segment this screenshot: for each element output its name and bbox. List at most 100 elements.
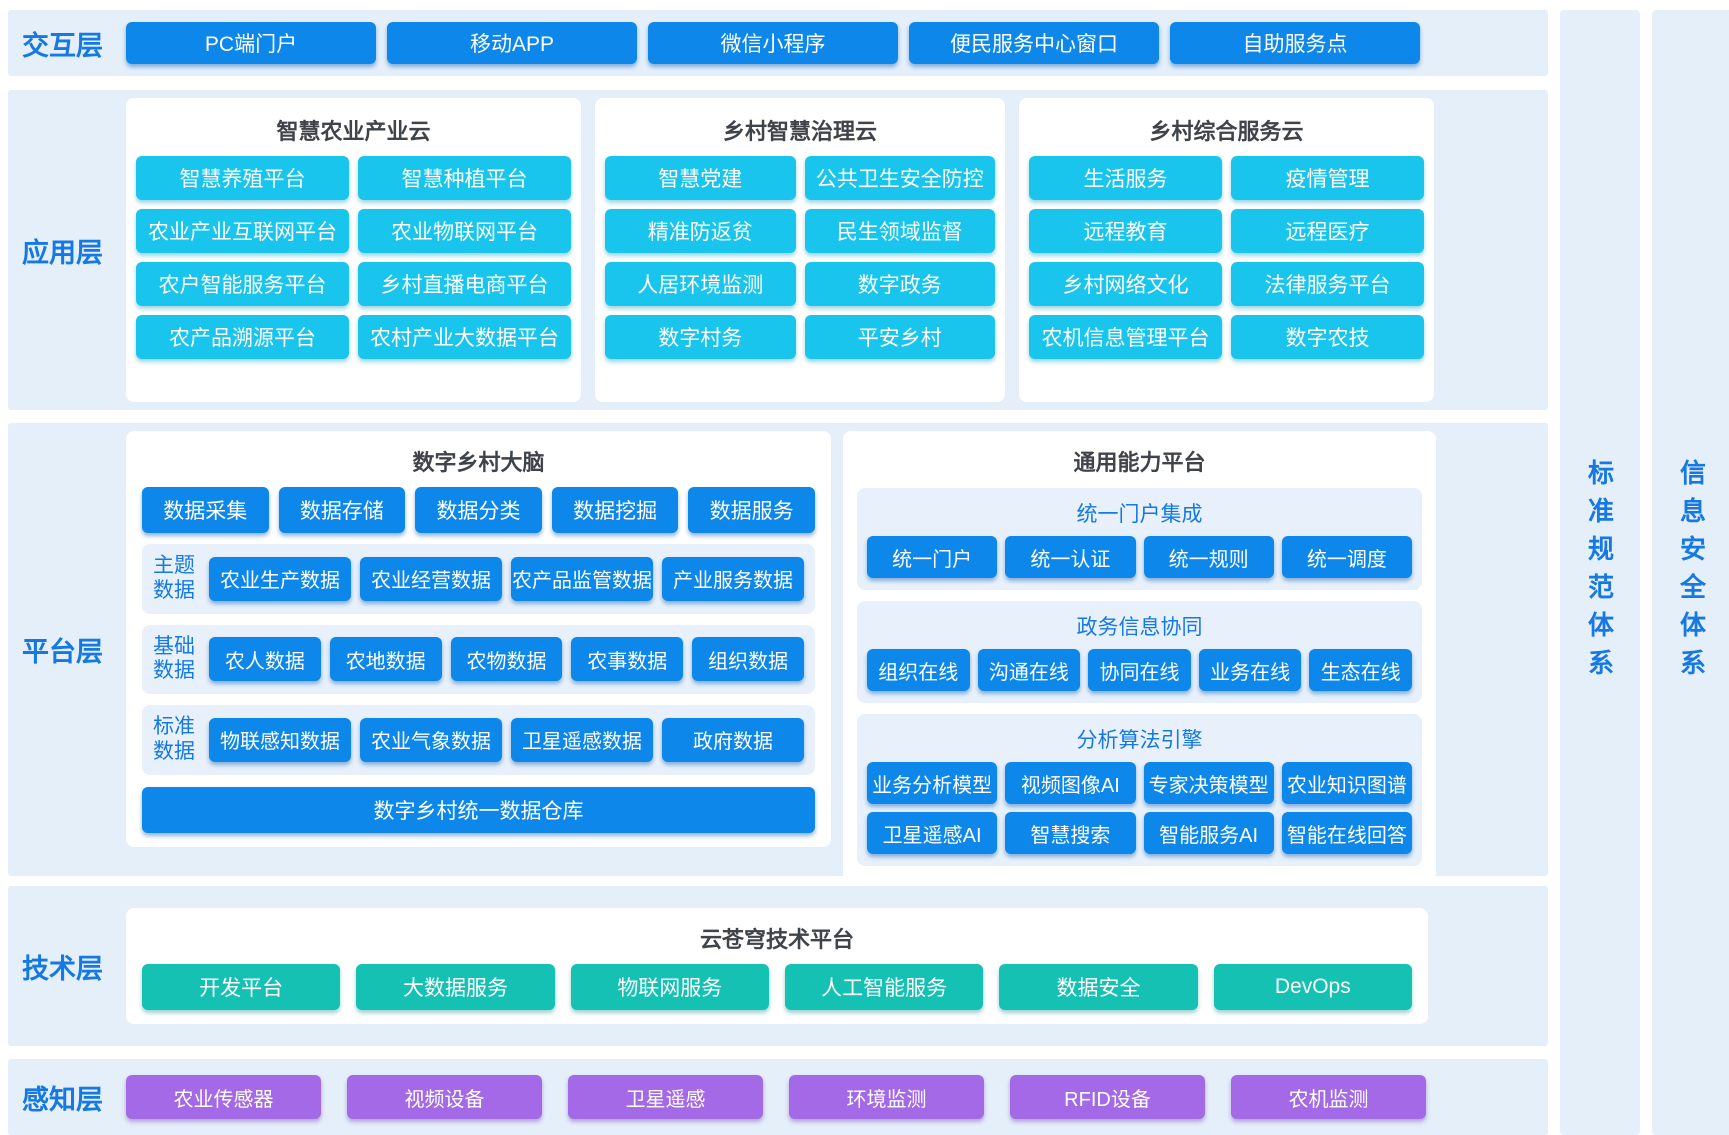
diagram-main-column: 交互层 PC端门户 移动APP 微信小程序 便民服务中心窗口 自助服务点 应用层 智慧农… <box>8 10 1548 1135</box>
capability-node: 视频图像AI <box>1005 762 1136 804</box>
capability-group-items: 业务分析模型 视频图像AI 专家决策模型 农业知识图谱 卫星遥感AI 智慧搜索 智能服务AI… <box>867 762 1412 854</box>
data-group-label: 主题数据 <box>153 554 195 602</box>
cloud-module-grid: 智慧养殖平台 智慧种植平台 农业产业互联网平台 农业物联网平台 农户智能服务平台 乡村直播… <box>136 156 571 359</box>
interaction-channel-node: PC端门户 <box>126 22 376 64</box>
theme-data-node: 产业服务数据 <box>662 556 804 601</box>
capability-group-heading: 政务信息协同 <box>1076 616 1203 639</box>
layer-platform: 平台层 数字乡村大脑 数据采集 数据存储 数据分类 数据挖掘 数据服务 主题数据 农业生… <box>8 423 1548 880</box>
app-module-node: 农产品溯源平台 <box>136 315 349 359</box>
architecture-diagram: 交互层 PC端门户 移动APP 微信小程序 便民服务中心窗口 自助服务点 应用层 智慧农… <box>8 10 1729 1135</box>
tech-service-node: 人工智能服务 <box>784 964 984 1010</box>
data-process-list: 数据采集 数据存储 数据分类 数据挖掘 数据服务 <box>142 487 815 533</box>
perception-device-node: 卫星遥感 <box>568 1075 763 1119</box>
standard-data-node: 卫星遥感数据 <box>511 717 653 762</box>
capability-node: 沟通在线 <box>977 649 1081 691</box>
capability-group-portal-integration: 统一门户集成 统一门户 统一认证 统一规则 统一调度 <box>857 488 1422 590</box>
theme-data-node: 农产品监管数据 <box>511 556 653 601</box>
capability-group-items: 组织在线 沟通在线 协同在线 业务在线 生态在线 <box>867 649 1412 691</box>
tech-service-node: 开发平台 <box>142 964 341 1010</box>
app-module-node: 农业物联网平台 <box>358 209 571 253</box>
sidebar-standards-label: 标准规范体系 <box>1584 458 1615 687</box>
cloud-module-grid: 生活服务 疫情管理 远程教育 远程医疗 乡村网络文化 法律服务平台 农机信息管理平台 数字农技 <box>1029 156 1424 359</box>
capability-node: 统一调度 <box>1281 536 1412 578</box>
app-module-node: 数字政务 <box>804 262 995 306</box>
app-module-node: 人居环境监测 <box>605 262 796 306</box>
layer-label-technology: 技术层 <box>22 953 103 984</box>
capability-node: 组织在线 <box>867 649 970 691</box>
data-group-theme: 主题数据 农业生产数据 农业经营数据 农产品监管数据 产业服务数据 <box>142 544 815 614</box>
perception-device-list: 农业传感器 视频设备 卫星遥感 环境监测 RFID设备 农机监测 <box>126 1075 1426 1119</box>
tech-service-node: 数据安全 <box>999 964 1198 1010</box>
app-module-node: 数字村务 <box>605 315 796 359</box>
tech-service-node: 物联网服务 <box>570 964 769 1010</box>
standard-data-node: 农业气象数据 <box>360 717 502 762</box>
app-module-node: 远程医疗 <box>1231 209 1424 253</box>
app-module-node: 农业产业互联网平台 <box>136 209 349 253</box>
app-module-node: 民生领域监督 <box>804 209 995 253</box>
capability-node: 智慧搜索 <box>1005 812 1136 854</box>
standard-data-node: 物联感知数据 <box>209 717 351 762</box>
perception-device-node: 视频设备 <box>347 1075 542 1119</box>
data-group-standard: 标准数据 物联感知数据 农业气象数据 卫星遥感数据 政府数据 <box>142 705 815 775</box>
application-clouds: 智慧农业产业云 智慧养殖平台 智慧种植平台 农业产业互联网平台 农业物联网平台 农户智能… <box>126 98 1434 402</box>
app-module-node: 公共卫生安全防控 <box>804 156 995 200</box>
data-process-node: 数据分类 <box>415 487 542 533</box>
brain-title: 数字乡村大脑 <box>412 450 545 475</box>
cloud-title: 乡村综合服务云 <box>1149 119 1304 144</box>
sidebar-security-system: 信息安全体系 <box>1652 10 1729 1135</box>
data-group-items: 物联感知数据 农业气象数据 卫星遥感数据 政府数据 <box>209 717 804 762</box>
data-group-base: 基础数据 农人数据 农地数据 农物数据 农事数据 组织数据 <box>142 624 815 695</box>
capability-group-analysis-algorithm-engine: 分析算法引擎 业务分析模型 视频图像AI 专家决策模型 农业知识图谱 卫星遥感AI 智慧搜… <box>857 714 1422 866</box>
app-module-node: 远程教育 <box>1029 209 1222 253</box>
app-module-node: 法律服务平台 <box>1231 262 1424 306</box>
perception-device-node: RFID设备 <box>1010 1075 1205 1119</box>
app-module-node: 平安乡村 <box>804 315 995 359</box>
app-module-node: 智慧养殖平台 <box>136 156 349 200</box>
layer-technology: 技术层 云苍穹技术平台 开发平台 大数据服务 物联网服务 人工智能服务 数据安全 DevO… <box>8 886 1548 1046</box>
capability-node: 统一门户 <box>867 536 998 578</box>
capability-node: 智能服务AI <box>1143 812 1274 854</box>
digital-village-brain-card: 数字乡村大脑 数据采集 数据存储 数据分类 数据挖掘 数据服务 主题数据 农业生产数据农… <box>126 431 831 847</box>
layer-application: 应用层 智慧农业产业云 智慧养殖平台 智慧种植平台 农业产业互联网平台 农业物联网平台… <box>8 90 1548 410</box>
general-capability-card: 通用能力平台 统一门户集成 统一门户 统一认证 统一规则 统一调度 政务信息协同 组织… <box>843 431 1436 880</box>
layer-interaction: 交互层 PC端门户 移动APP 微信小程序 便民服务中心窗口 自助服务点 <box>8 10 1548 76</box>
capability-node: 智能在线回答 <box>1281 812 1412 854</box>
capability-title: 通用能力平台 <box>1073 450 1206 475</box>
layer-label-application: 应用层 <box>22 237 103 268</box>
data-process-node: 数据采集 <box>142 487 269 533</box>
perception-device-node: 农业传感器 <box>126 1075 321 1119</box>
tech-service-list: 开发平台 大数据服务 物联网服务 人工智能服务 数据安全 DevOps <box>142 964 1412 1010</box>
base-data-node: 农人数据 <box>209 637 321 682</box>
base-data-node: 农地数据 <box>329 637 442 682</box>
capability-node: 业务分析模型 <box>867 762 998 804</box>
sidebar-security-label: 信息安全体系 <box>1676 458 1707 687</box>
layer-label-interaction: 交互层 <box>22 30 103 61</box>
capability-node: 统一认证 <box>1005 536 1136 578</box>
app-module-node: 乡村网络文化 <box>1029 262 1222 306</box>
interaction-channel-node: 移动APP <box>387 22 637 64</box>
cloud-tech-platform-card: 云苍穹技术平台 开发平台 大数据服务 物联网服务 人工智能服务 数据安全 DevOps <box>126 908 1428 1024</box>
layer-label-platform: 平台层 <box>22 637 103 667</box>
capability-node: 农业知识图谱 <box>1281 762 1412 804</box>
data-group-items: 农人数据 农地数据 农物数据 农事数据 组织数据 <box>209 637 804 682</box>
app-module-node: 精准防返贫 <box>605 209 796 253</box>
interaction-channel-list: PC端门户 移动APP 微信小程序 便民服务中心窗口 自助服务点 <box>126 22 1420 64</box>
tech-service-node: 大数据服务 <box>356 964 555 1010</box>
data-group-items: 农业生产数据 农业经营数据 农产品监管数据 产业服务数据 <box>209 556 804 601</box>
data-group-label: 标准数据 <box>153 715 195 763</box>
base-data-node: 农事数据 <box>571 637 684 682</box>
perception-device-node: 环境监测 <box>789 1075 984 1119</box>
capability-node: 协同在线 <box>1088 649 1191 691</box>
data-process-node: 数据挖掘 <box>551 487 679 533</box>
capability-node: 专家决策模型 <box>1143 762 1274 804</box>
app-module-node: 农机信息管理平台 <box>1029 315 1222 359</box>
base-data-node: 农物数据 <box>450 637 563 682</box>
capability-group-gov-info-collaboration: 政务信息协同 组织在线 沟通在线 协同在线 业务在线 生态在线 <box>857 601 1422 703</box>
data-group-label: 基础数据 <box>153 634 195 683</box>
perception-device-node: 农机监测 <box>1231 1075 1426 1119</box>
app-module-node: 农村产业大数据平台 <box>358 315 571 359</box>
theme-data-node: 农业生产数据 <box>209 556 351 601</box>
tech-platform-title: 云苍穹技术平台 <box>699 927 854 952</box>
interaction-channel-node: 微信小程序 <box>648 22 898 64</box>
cloud-title: 乡村智慧治理云 <box>722 119 877 144</box>
